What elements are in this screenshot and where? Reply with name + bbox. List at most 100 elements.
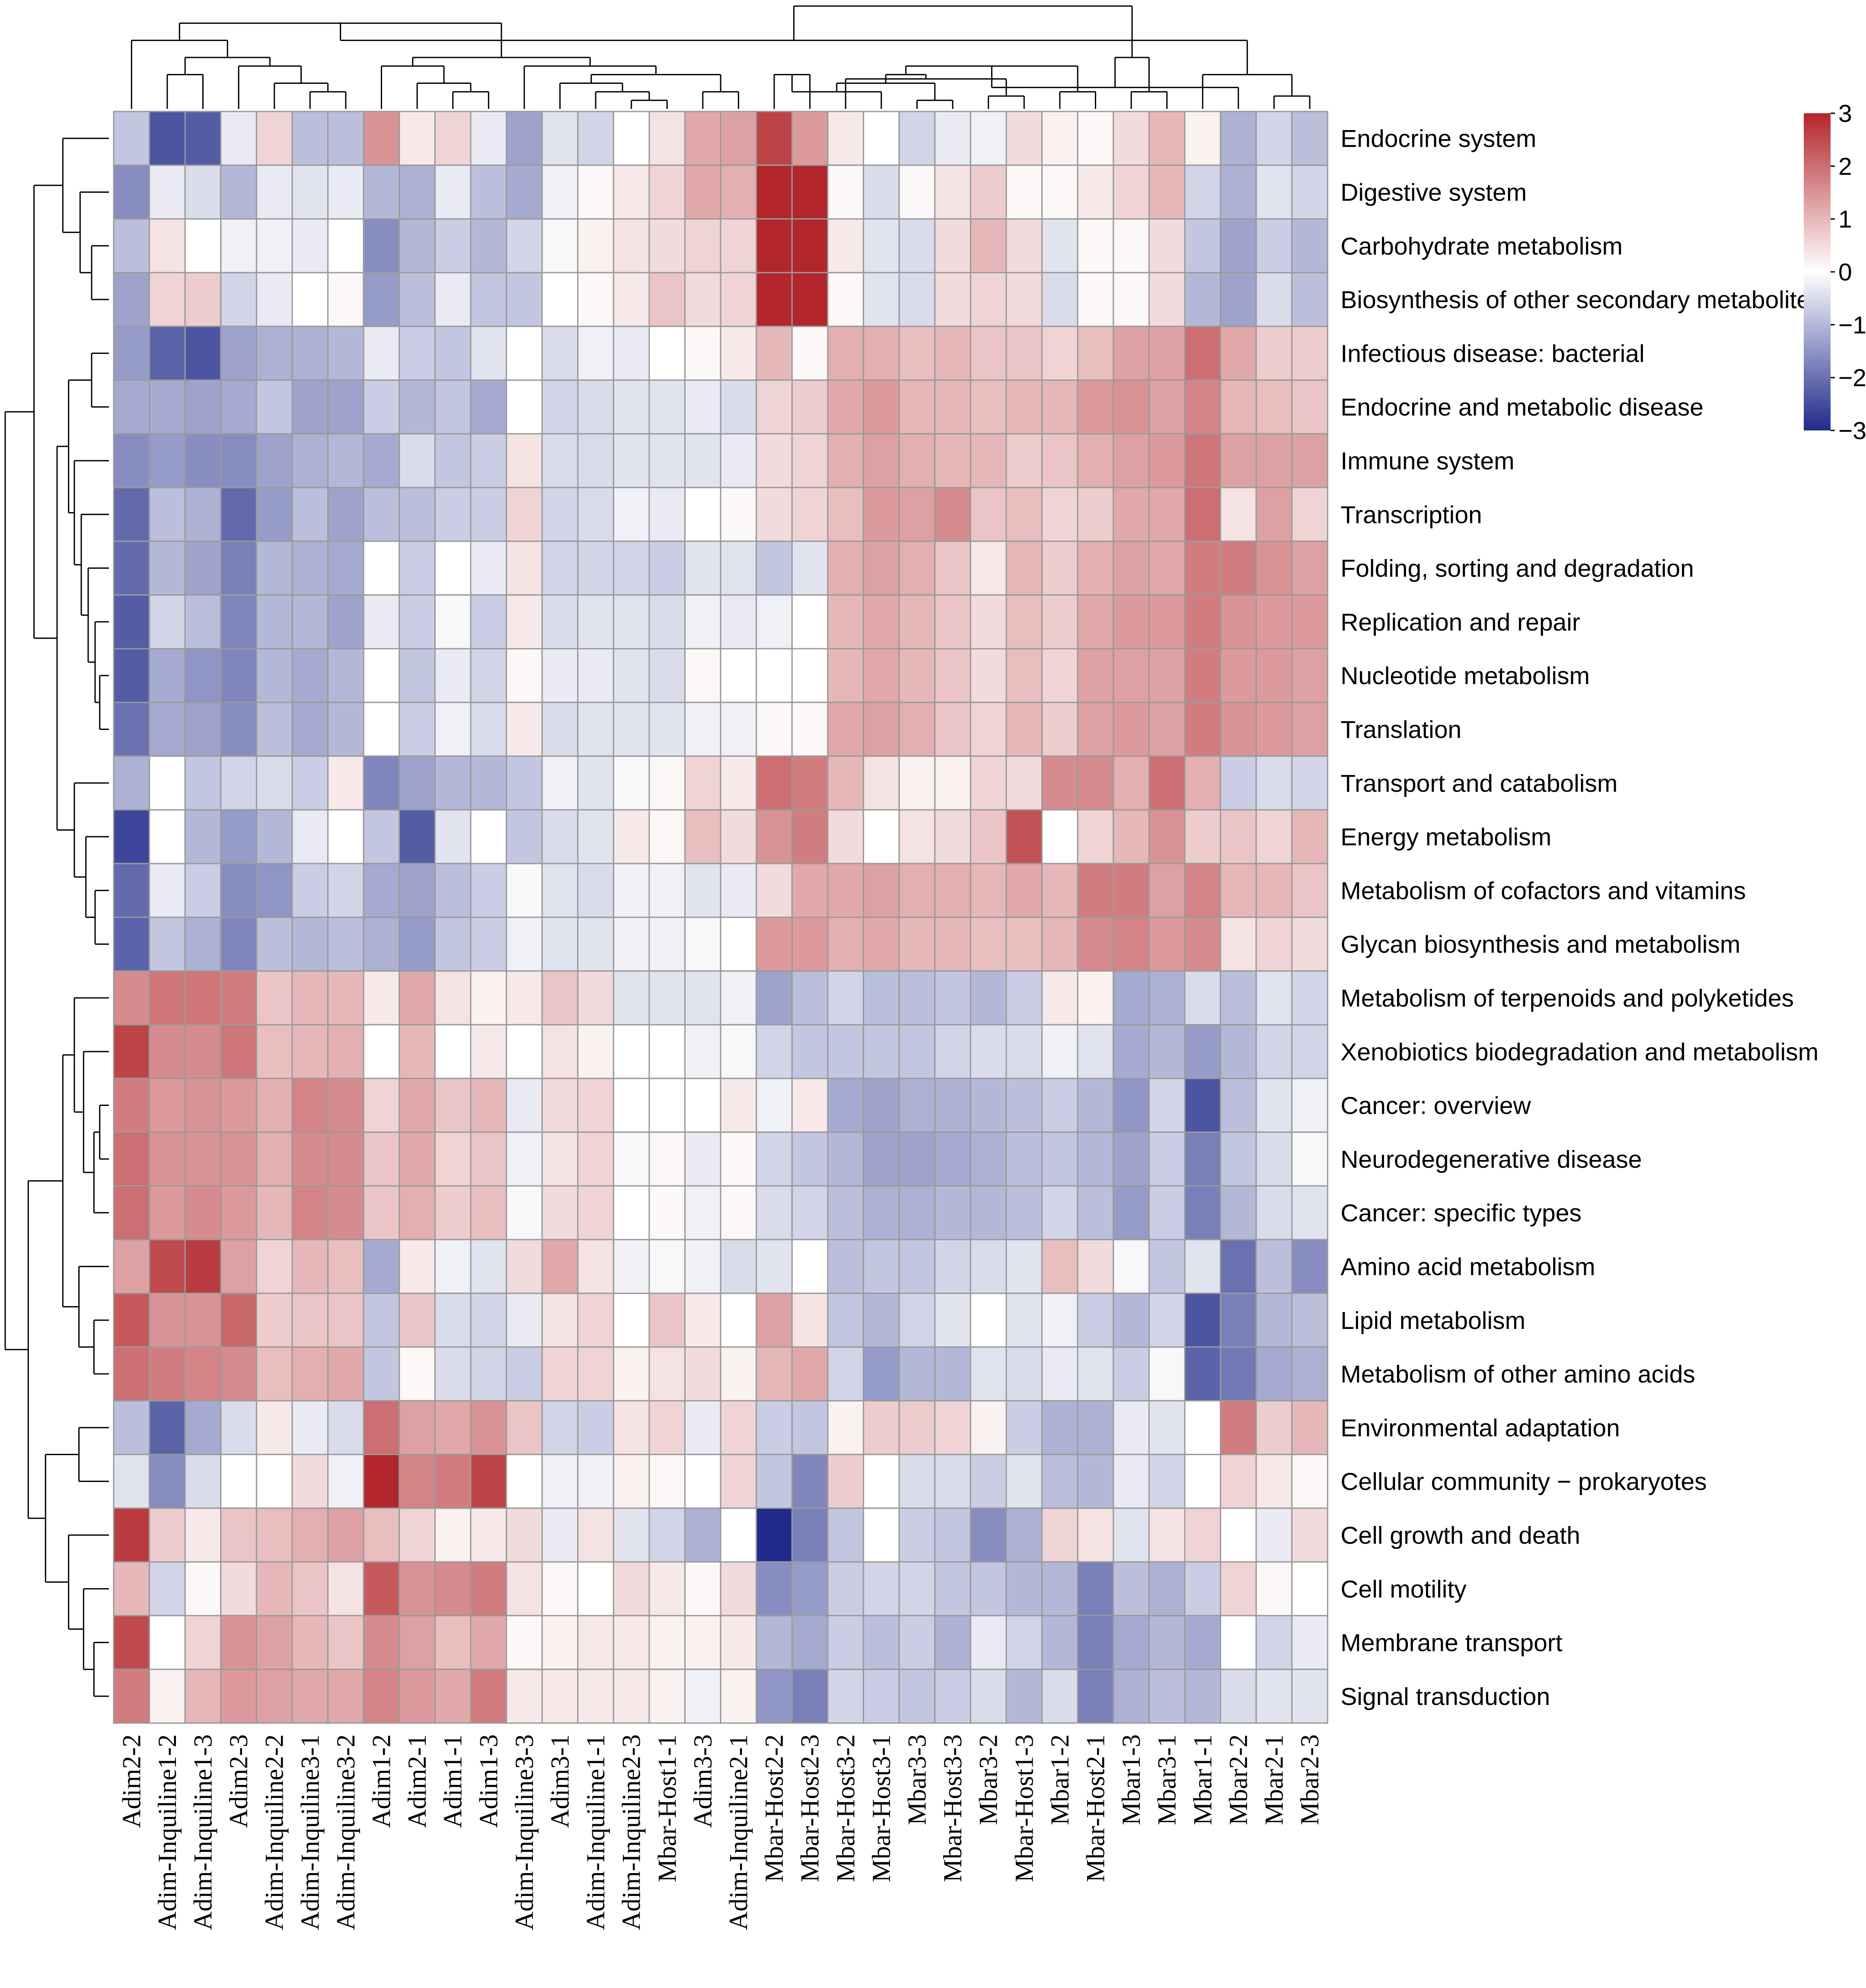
heatmap-cell bbox=[220, 111, 257, 166]
heatmap-cell bbox=[1005, 1239, 1043, 1294]
heatmap-cell bbox=[612, 1131, 650, 1187]
heatmap-cell bbox=[648, 648, 686, 703]
heatmap-cell bbox=[827, 433, 864, 488]
heatmap-cell bbox=[648, 272, 686, 327]
heatmap-cell bbox=[1005, 701, 1043, 757]
legend-tick-label: 1 bbox=[1838, 206, 1852, 233]
heatmap-cell bbox=[1184, 164, 1222, 220]
row-label: Transcription bbox=[1340, 501, 1482, 529]
heatmap-cell bbox=[791, 917, 829, 972]
heatmap-cell bbox=[1220, 755, 1257, 811]
heatmap-cell bbox=[149, 863, 186, 918]
heatmap-cell bbox=[1255, 1185, 1293, 1240]
heatmap-cell bbox=[184, 701, 222, 757]
heatmap-cell bbox=[541, 1507, 579, 1563]
heatmap-cell bbox=[113, 1346, 150, 1402]
heatmap-cell bbox=[399, 540, 436, 596]
heatmap-cell bbox=[363, 218, 400, 274]
heatmap-cell bbox=[220, 1615, 257, 1670]
heatmap-cell bbox=[470, 863, 507, 918]
row-label: Infectious disease: bacterial bbox=[1340, 340, 1644, 367]
heatmap-cell bbox=[1255, 755, 1293, 811]
heatmap-cell bbox=[970, 487, 1007, 542]
heatmap-cell bbox=[184, 1346, 222, 1402]
heatmap-cell bbox=[506, 1024, 543, 1079]
heatmap-cell bbox=[577, 487, 614, 542]
heatmap-cell bbox=[684, 164, 721, 220]
heatmap-cell bbox=[1184, 701, 1222, 757]
heatmap-cell bbox=[1291, 755, 1328, 811]
heatmap-cell bbox=[827, 1185, 864, 1240]
heatmap-cell bbox=[399, 809, 436, 864]
heatmap-cell bbox=[470, 433, 507, 488]
heatmap-cell bbox=[434, 1669, 472, 1724]
heatmap-cell bbox=[827, 1561, 864, 1616]
heatmap-cell bbox=[255, 1024, 293, 1079]
heatmap-cell bbox=[470, 487, 507, 542]
heatmap-cell bbox=[1148, 272, 1186, 327]
heatmap-cell bbox=[541, 272, 579, 327]
column-label: Mbar-Host3-2 bbox=[831, 1734, 860, 1882]
heatmap-cell bbox=[541, 648, 579, 703]
heatmap-cell bbox=[577, 648, 614, 703]
heatmap-cell bbox=[970, 1507, 1007, 1563]
heatmap-cell bbox=[149, 1024, 186, 1079]
heatmap-cell bbox=[756, 1615, 793, 1670]
heatmap-cell bbox=[291, 379, 329, 435]
heatmap-cell bbox=[255, 863, 293, 918]
heatmap-cell bbox=[113, 379, 150, 435]
heatmap-cell bbox=[756, 1293, 793, 1348]
heatmap-cell bbox=[506, 917, 543, 972]
heatmap-cell bbox=[612, 863, 650, 918]
heatmap-cells bbox=[113, 111, 1328, 1724]
heatmap-cell bbox=[1041, 111, 1078, 166]
heatmap-cell bbox=[184, 218, 222, 274]
heatmap-cell bbox=[363, 1400, 400, 1455]
heatmap-cell bbox=[934, 272, 971, 327]
heatmap-cell bbox=[756, 701, 793, 757]
heatmap-cell bbox=[1113, 111, 1150, 166]
heatmap-cell bbox=[1005, 809, 1043, 864]
heatmap-cell bbox=[684, 540, 721, 596]
heatmap-cell bbox=[1041, 701, 1078, 757]
heatmap-cell bbox=[1041, 325, 1078, 381]
heatmap-cell bbox=[399, 433, 436, 488]
row-label: Signal transduction bbox=[1340, 1683, 1550, 1711]
heatmap-cell bbox=[220, 1346, 257, 1402]
heatmap-cell bbox=[327, 1024, 364, 1079]
heatmap-cell bbox=[113, 1454, 150, 1509]
heatmap-cell bbox=[1184, 272, 1222, 327]
heatmap-cell bbox=[577, 1131, 614, 1187]
heatmap-cell bbox=[470, 1293, 507, 1348]
row-dendrogram bbox=[4, 137, 109, 1697]
heatmap-cell bbox=[363, 1293, 400, 1348]
heatmap-cell bbox=[291, 1185, 329, 1240]
heatmap-cell bbox=[327, 379, 364, 435]
heatmap-cell bbox=[541, 325, 579, 381]
heatmap-cell bbox=[720, 1669, 757, 1724]
heatmap-cell bbox=[184, 1185, 222, 1240]
heatmap-cell bbox=[1148, 487, 1186, 542]
heatmap-cell bbox=[255, 1346, 293, 1402]
heatmap-cell bbox=[1077, 1454, 1114, 1509]
heatmap-cell bbox=[898, 701, 936, 757]
heatmap-cell bbox=[577, 1077, 614, 1133]
heatmap-cell bbox=[791, 648, 829, 703]
heatmap-cell bbox=[934, 863, 971, 918]
row-label: Xenobiotics biodegradation and metabolis… bbox=[1340, 1038, 1818, 1066]
heatmap-cell bbox=[1148, 1615, 1186, 1670]
heatmap-cell bbox=[756, 917, 793, 972]
heatmap-cell bbox=[1255, 809, 1293, 864]
heatmap-cell bbox=[1291, 1077, 1328, 1133]
heatmap-cell bbox=[1113, 1400, 1150, 1455]
heatmap-cell bbox=[756, 218, 793, 274]
heatmap-cell bbox=[1291, 433, 1328, 488]
heatmap-cell bbox=[184, 272, 222, 327]
heatmap-cell bbox=[1184, 755, 1222, 811]
heatmap-cell bbox=[113, 863, 150, 918]
heatmap-cell bbox=[970, 1024, 1007, 1079]
heatmap-cell bbox=[470, 701, 507, 757]
heatmap-cell bbox=[1291, 1024, 1328, 1079]
heatmap-cell bbox=[756, 1077, 793, 1133]
heatmap-cell bbox=[1077, 487, 1114, 542]
